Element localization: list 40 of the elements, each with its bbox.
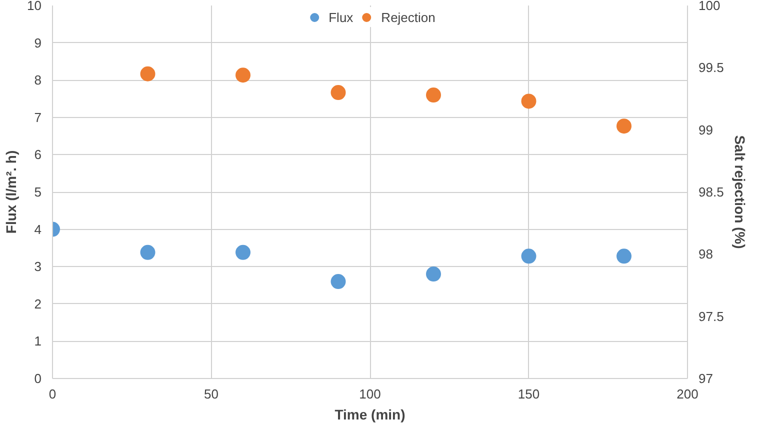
- y2-tick-label: 98.5: [698, 184, 724, 200]
- x-tick-label: 150: [518, 386, 540, 402]
- point: [521, 248, 536, 264]
- point: [140, 66, 156, 82]
- point: [140, 244, 156, 260]
- y2-tick-label: 97.5: [698, 308, 724, 324]
- x-tick-label: 50: [204, 386, 218, 402]
- y2-tick-label: 100: [698, 0, 720, 13]
- point: [616, 248, 632, 264]
- y-tick-label: 9: [34, 35, 42, 50]
- y2-tick-label: 99: [698, 122, 713, 138]
- legend-label: Rejection: [381, 10, 436, 24]
- x-axis-title: Time (min): [334, 406, 406, 422]
- y-tick-label: 8: [34, 72, 42, 88]
- y-tick-label: 0: [34, 371, 42, 386]
- point: [616, 118, 632, 134]
- y-tick-label: 6: [34, 147, 42, 162]
- y-tick-label: 3: [34, 259, 42, 274]
- y2-axis-title: Salt rejection (%): [732, 135, 748, 249]
- y2-tick-label: 97: [698, 371, 713, 386]
- y2-tick-label: 99.5: [698, 60, 724, 76]
- y2-tick-label: 98: [698, 246, 713, 262]
- legend-label: Flux: [328, 10, 354, 24]
- point: [426, 88, 441, 103]
- y-tick-label: 1: [34, 334, 42, 349]
- y-axis-title: Flux (l/m². h): [3, 150, 20, 234]
- point: [426, 266, 441, 282]
- x-tick-label: 200: [676, 386, 698, 402]
- y-tick-label: 5: [34, 184, 42, 200]
- x-tick-label: 100: [359, 386, 381, 402]
- y-tick-label: 10: [27, 0, 42, 13]
- x-tick-label: 0: [48, 386, 56, 402]
- point: [330, 85, 346, 100]
- point: [236, 244, 250, 260]
- point: [236, 68, 250, 83]
- y-tick-label: 2: [34, 296, 42, 312]
- y-tick-label: 4: [34, 222, 42, 237]
- point: [521, 94, 536, 109]
- y-tick-label: 7: [34, 110, 42, 125]
- point: [330, 274, 346, 290]
